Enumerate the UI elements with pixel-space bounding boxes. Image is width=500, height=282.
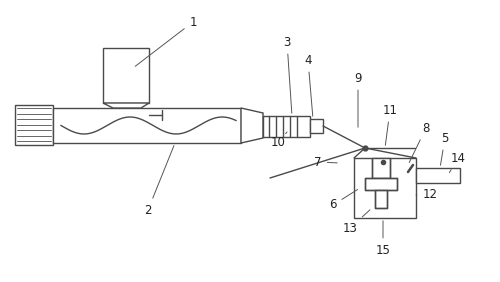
- Bar: [416, 168, 460, 183]
- Bar: [53, 108, 241, 143]
- Bar: [354, 158, 416, 218]
- Text: 11: 11: [382, 103, 398, 145]
- Text: 2: 2: [144, 146, 174, 217]
- Bar: [103, 48, 149, 103]
- Bar: [365, 178, 397, 190]
- Text: 7: 7: [314, 155, 337, 169]
- Bar: [372, 158, 390, 178]
- Text: 10: 10: [270, 132, 287, 149]
- Polygon shape: [103, 103, 149, 108]
- Text: 1: 1: [135, 16, 197, 66]
- Text: 4: 4: [304, 54, 313, 116]
- Text: 8: 8: [409, 122, 430, 162]
- Text: 12: 12: [416, 188, 438, 202]
- Bar: [263, 116, 310, 137]
- Polygon shape: [241, 108, 263, 143]
- Bar: [310, 119, 323, 133]
- Text: 6: 6: [329, 190, 358, 212]
- Text: 9: 9: [354, 72, 362, 127]
- Text: 13: 13: [342, 210, 370, 235]
- Bar: [375, 190, 387, 208]
- Text: 5: 5: [440, 131, 448, 165]
- Text: 3: 3: [284, 36, 292, 113]
- Text: 14: 14: [450, 151, 466, 173]
- Bar: [15, 105, 53, 145]
- Text: 15: 15: [376, 221, 390, 257]
